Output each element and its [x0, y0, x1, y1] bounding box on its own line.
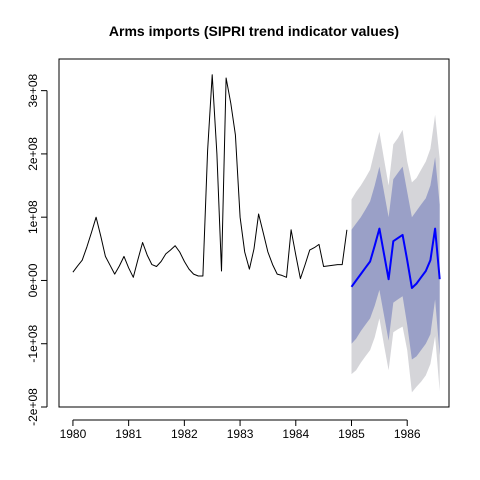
x-tick-label: 1980 [60, 427, 87, 441]
y-tick-label: 2e+08 [26, 137, 40, 171]
y-tick-label: -2e+08 [26, 388, 40, 426]
y-tick-label: -1e+08 [26, 325, 40, 363]
x-tick-label: 1981 [115, 427, 142, 441]
series-lines [72, 74, 441, 289]
axes: 1980 1981 1982 1983 1984 1985 1986 -2e+08 -1e+08… [26, 58, 450, 441]
prediction-bands [351, 114, 440, 393]
y-tick-label: 3e+08 [26, 73, 40, 107]
y-tick-label: 1e+08 [26, 200, 40, 234]
x-tick-label: 1983 [227, 427, 254, 441]
x-tick-label: 1986 [394, 427, 421, 441]
prediction-band-80 [351, 157, 440, 360]
observed-series-line [72, 74, 348, 280]
y-tick-label: 0e+00 [26, 263, 40, 297]
x-tick-label: 1984 [282, 427, 309, 441]
plot-border [58, 58, 450, 408]
forecast-series-line [350, 227, 441, 289]
x-tick-label: 1985 [338, 427, 365, 441]
x-tick-label: 1982 [171, 427, 198, 441]
chart-title: Arms imports (SIPRI trend indicator valu… [109, 23, 399, 39]
